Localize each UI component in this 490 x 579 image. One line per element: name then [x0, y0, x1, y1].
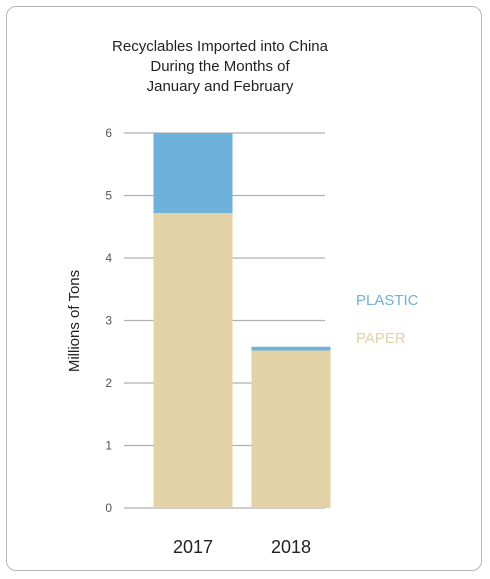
chart-title: Recyclables Imported into China During t… — [112, 38, 328, 95]
y-tick-label: 1 — [105, 439, 112, 453]
x-category-label: 2017 — [173, 537, 213, 557]
legend-plastic: PLASTIC — [356, 292, 419, 309]
bar-plastic-2017 — [153, 133, 233, 213]
bar-paper-2018 — [251, 350, 331, 508]
y-tick-label: 4 — [105, 251, 112, 265]
bars — [153, 133, 331, 508]
y-tick-label: 0 — [105, 501, 112, 515]
y-axis-ticks: 0 1 2 3 4 5 6 — [105, 126, 112, 515]
y-tick-label: 2 — [105, 376, 112, 390]
y-axis-label: Millions of Tons — [66, 270, 83, 372]
bar-paper-2017 — [153, 213, 233, 508]
y-tick-label: 6 — [105, 126, 112, 140]
legend: PLASTIC PAPER — [356, 292, 419, 347]
y-tick-label: 3 — [105, 314, 112, 328]
bar-plastic-2018 — [251, 346, 331, 351]
y-tick-label: 5 — [105, 189, 112, 203]
x-category-label: 2018 — [271, 537, 311, 557]
legend-paper: PAPER — [356, 330, 406, 347]
x-axis-categories: 2017 2018 — [173, 537, 311, 557]
chart-frame — [6, 6, 482, 571]
